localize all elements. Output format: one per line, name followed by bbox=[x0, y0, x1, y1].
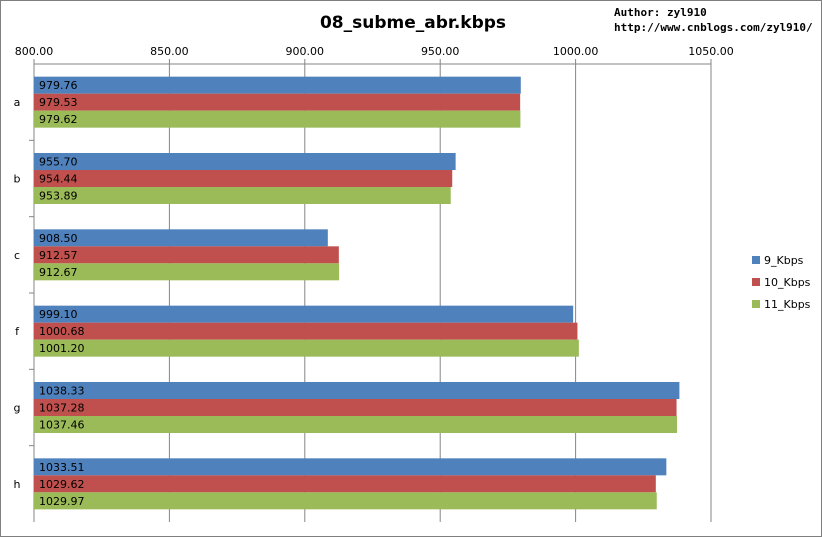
x-tick-label: 1050.00 bbox=[688, 45, 734, 58]
category-label: g bbox=[14, 402, 21, 415]
chart-title: 08_subme_abr.kbps bbox=[320, 13, 506, 33]
bar bbox=[34, 153, 456, 170]
data-label: 1000.68 bbox=[39, 325, 85, 338]
gridlines bbox=[168, 64, 712, 522]
x-tick-label: 950.00 bbox=[421, 45, 460, 58]
data-label: 1037.28 bbox=[39, 402, 85, 415]
x-tick-label: 800.00 bbox=[15, 45, 54, 58]
bar bbox=[34, 93, 521, 111]
data-label: 953.89 bbox=[39, 190, 78, 203]
legend-swatch bbox=[752, 278, 760, 286]
data-label: 912.57 bbox=[39, 249, 78, 262]
legend-swatch bbox=[752, 300, 760, 308]
author-url: http://www.cnblogs.com/zyl910/ bbox=[614, 21, 813, 34]
data-label: 908.50 bbox=[39, 232, 78, 245]
bar bbox=[34, 263, 340, 281]
bar bbox=[34, 322, 578, 340]
bar bbox=[34, 76, 521, 94]
author-label: Author: zyl910 bbox=[614, 6, 707, 19]
category-label: f bbox=[15, 325, 20, 338]
bars bbox=[34, 76, 680, 510]
legend-label: 11_Kbps bbox=[764, 298, 811, 311]
bar bbox=[34, 382, 680, 399]
bar bbox=[34, 492, 657, 510]
bar bbox=[34, 416, 678, 433]
category-label: h bbox=[14, 478, 21, 491]
x-tick-label: 850.00 bbox=[150, 45, 189, 58]
data-label: 912.67 bbox=[39, 266, 78, 279]
data-label: 979.62 bbox=[39, 113, 78, 126]
data-label: 1033.51 bbox=[39, 461, 85, 474]
data-label: 979.76 bbox=[39, 79, 78, 92]
bar bbox=[34, 110, 521, 128]
data-label: 999.10 bbox=[39, 308, 78, 321]
data-label: 955.70 bbox=[39, 156, 78, 169]
legend-label: 9_Kbps bbox=[764, 254, 804, 267]
bar bbox=[34, 475, 656, 493]
bar bbox=[34, 458, 667, 476]
bar bbox=[34, 187, 451, 204]
data-label: 979.53 bbox=[39, 96, 78, 109]
bar bbox=[34, 229, 328, 247]
legend: 9_Kbps 10_Kbps 11_Kbps bbox=[752, 254, 811, 311]
bar bbox=[34, 399, 677, 416]
data-label: 954.44 bbox=[39, 173, 78, 186]
legend-swatch bbox=[752, 256, 760, 264]
category-label: a bbox=[14, 96, 21, 109]
y-axis-categories: a b c f g h bbox=[14, 96, 21, 491]
data-label: 1001.20 bbox=[39, 342, 85, 355]
data-label: 1037.46 bbox=[39, 419, 85, 432]
data-label: 1038.33 bbox=[39, 385, 85, 398]
data-label: 1029.62 bbox=[39, 478, 85, 491]
bar bbox=[34, 170, 453, 187]
legend-label: 10_Kbps bbox=[764, 276, 811, 289]
bar bbox=[34, 339, 579, 357]
bar bbox=[34, 246, 339, 264]
data-labels: 979.76 979.53 979.62 955.70 954.44 953.89 908.… bbox=[39, 79, 85, 508]
category-label: b bbox=[14, 173, 21, 186]
x-tick-label: 900.00 bbox=[286, 45, 325, 58]
x-axis: 800.00 850.00 900.00 950.00 1000.00 1050.00 bbox=[15, 45, 734, 522]
x-tick-label: 1000.00 bbox=[553, 45, 599, 58]
data-label: 1029.97 bbox=[39, 495, 85, 508]
bar bbox=[34, 305, 574, 323]
category-label: c bbox=[14, 249, 20, 262]
